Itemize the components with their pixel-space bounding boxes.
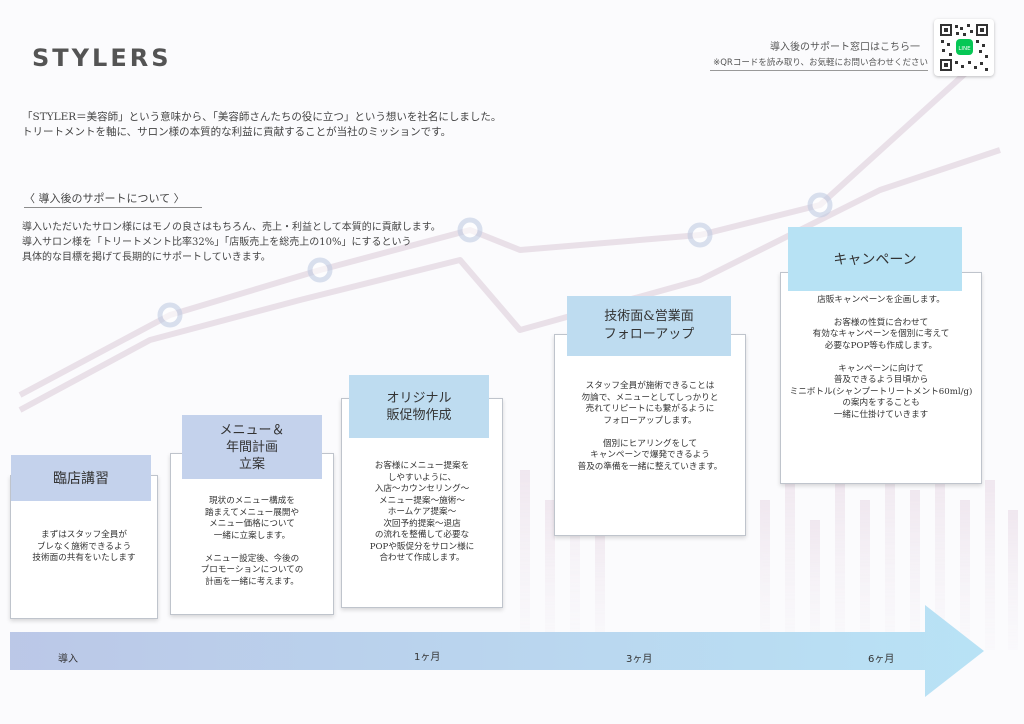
support-section-heading: 〈 導入後のサポートについて 〉	[24, 192, 185, 205]
step-5-label: キャンペーン	[788, 227, 962, 291]
step-1-body: まずはスタッフ全員が ブレなく施術できるよう 技術面の共有をいたします	[32, 530, 136, 563]
step-1-label: 臨店講習	[11, 455, 151, 501]
timeline-label-start: 導入	[58, 654, 78, 665]
svg-text:LINE: LINE	[958, 46, 971, 52]
brand-logo: STYLERS	[32, 44, 172, 72]
timeline-label-3-months: 3ヶ月	[626, 654, 653, 665]
contact-divider	[710, 70, 928, 71]
contact-title: 導入後のサポート窓口はこちら一	[770, 42, 920, 53]
contact-note: ※QRコードを読み取り、お気軽にお問い合わせください	[713, 58, 928, 68]
step-2-body: 現状のメニュー構成を 踏まえてメニュー展開や メニュー価格について 一緒に立案し…	[200, 496, 304, 587]
step-card-2: 現状のメニュー構成を 踏まえてメニュー展開や メニュー価格について 一緒に立案し…	[170, 453, 334, 615]
step-3-label: オリジナル 販促物作成	[349, 375, 489, 438]
step-2-label: メニュー＆ 年間計画 立案	[182, 415, 322, 479]
support-section-text: 導入いただいたサロン様にはモノの良さはもちろん、売上・利益として本質的に貢献しま…	[22, 222, 441, 263]
section-divider	[24, 207, 202, 208]
step-4-label: 技術面&営業面 フォローアップ	[567, 296, 731, 356]
intro-text: 「STYLER＝美容師」という意味から、「美容師さんたちの役に立つ」という想いを…	[22, 111, 502, 138]
line-app-icon	[956, 39, 973, 55]
step-card-4: スタッフ全員が施術できることは 勿論で、メニューとしてしっかりと 売れてリピート…	[554, 334, 746, 536]
timeline-label-1-month: 1ヶ月	[414, 652, 441, 663]
qr-code-icon[interactable]: LINE	[934, 19, 994, 76]
timeline-arrow-icon	[10, 605, 984, 697]
step-5-body: 年に2回、11月・12月と5月・6月に 店販キャンペーンを企画します。 お客様の…	[789, 283, 973, 420]
step-3-body: お客様にメニュー提案を しやすいように、 入店〜カウンセリング〜 メニュー提案〜…	[369, 461, 475, 563]
step-card-5: 年に2回、11月・12月と5月・6月に 店販キャンペーンを企画します。 お客様の…	[780, 272, 982, 484]
timeline-label-6-months: 6ヶ月	[868, 654, 895, 665]
step-4-body: スタッフ全員が施術できることは 勿論で、メニューとしてしっかりと 売れてリピート…	[577, 381, 723, 472]
